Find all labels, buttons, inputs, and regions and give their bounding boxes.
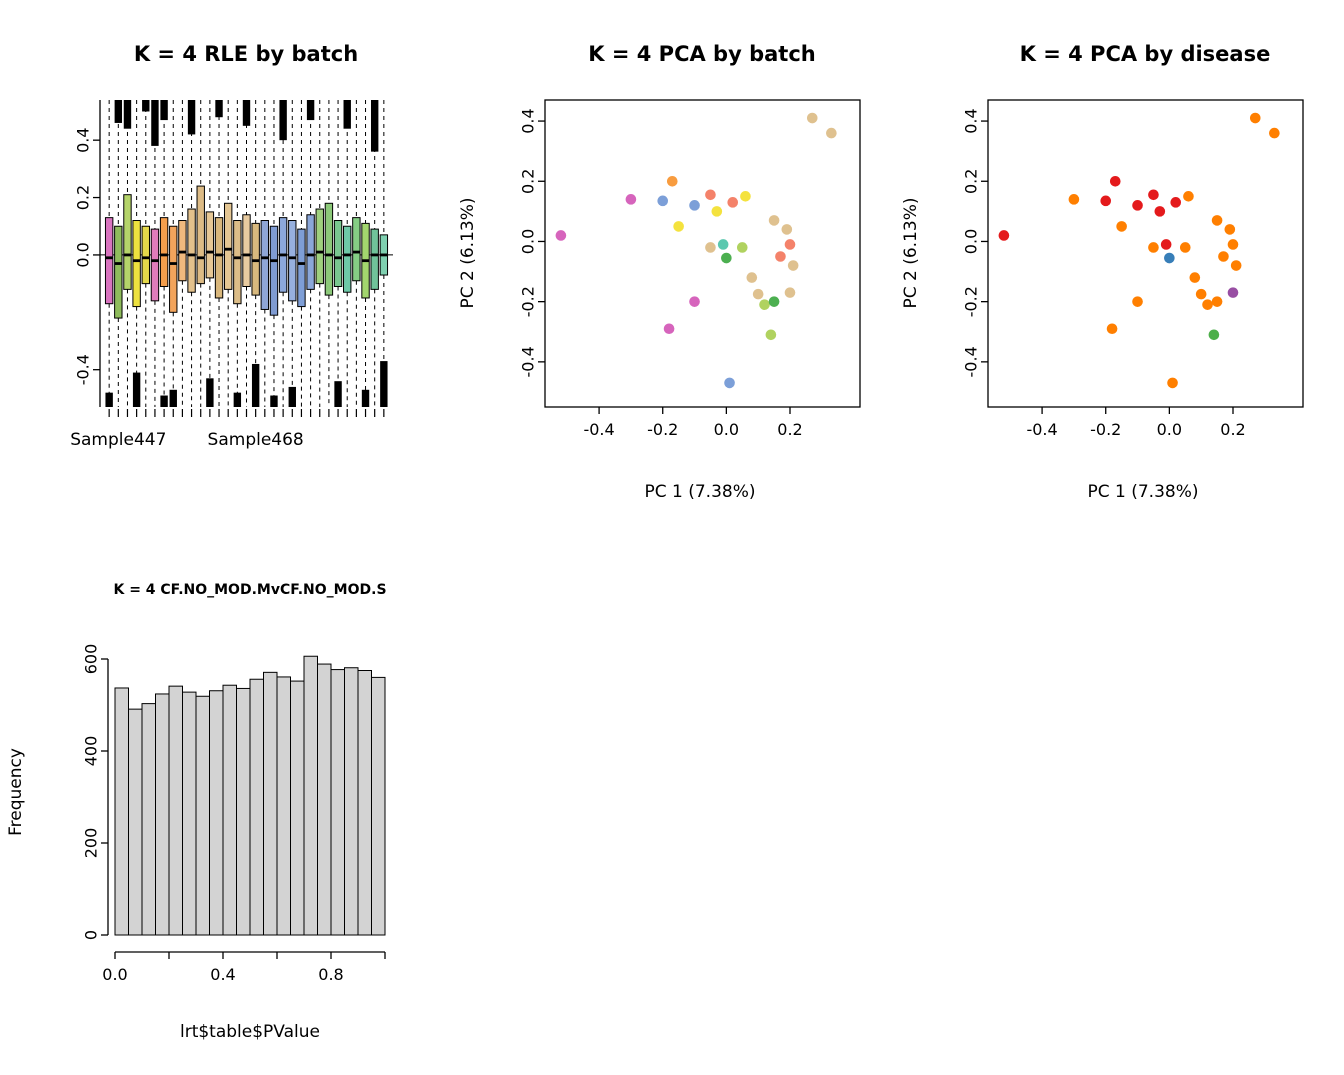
svg-text:0.4: 0.4: [519, 108, 538, 133]
svg-text:-0.4: -0.4: [962, 346, 981, 377]
svg-text:0.4: 0.4: [962, 108, 981, 133]
svg-text:0.2: 0.2: [74, 185, 93, 210]
histogram-y-axis-label: Frequency: [6, 748, 26, 836]
svg-text:0.0: 0.0: [714, 420, 739, 439]
pca-disease-x-axis-label: PC 1 (7.38%): [1087, 482, 1199, 502]
panel-pca-by-disease: K = 4 PCA by disease -0.4 -0.2 0.0 0.2 0.4 0.…: [901, 10, 1333, 550]
svg-text:0.0: 0.0: [74, 242, 93, 267]
svg-text:-0.4: -0.4: [74, 354, 93, 385]
pca-batch-scatter-chart: -0.4 -0.2 0.0 0.2 0.4 0.2 0.0 -0.2 -0.4: [519, 99, 861, 439]
pvalue-histogram-chart: 0 200 400 600 0.0 0.4 0.8: [82, 644, 386, 984]
svg-text:-0.4: -0.4: [519, 346, 538, 377]
pca-disease-panel-title: K = 4 PCA by disease: [1019, 42, 1271, 66]
pca-batch-x-axis-label: PC 1 (7.38%): [644, 482, 756, 502]
svg-text:200: 200: [82, 828, 101, 859]
pca-disease-y-axis-label: PC 2 (6.13%): [901, 197, 921, 309]
svg-text:-0.2: -0.2: [519, 286, 538, 317]
panel-pvalue-histogram: K = 4 CF.NO_MOD.MvCF.NO_MOD.S 0 200 400 600…: [0, 560, 460, 1075]
svg-text:-0.2: -0.2: [647, 420, 678, 439]
svg-text:0.2: 0.2: [1220, 420, 1245, 439]
rle-boxplot-chart: 0.4 0.2 0.0 -0.4 Sample447 Sample468: [70, 100, 393, 450]
histogram-panel-title: K = 4 CF.NO_MOD.MvCF.NO_MOD.S: [113, 582, 387, 598]
svg-text:-0.4: -0.4: [583, 420, 614, 439]
svg-text:600: 600: [82, 644, 101, 675]
pca-disease-scatter-chart: -0.4 -0.2 0.0 0.2 0.4 0.2 0.0 -0.2 -0.4: [962, 99, 1304, 439]
pca-batch-panel-title: K = 4 PCA by batch: [588, 42, 816, 66]
pca-batch-y-axis-label: PC 2 (6.13%): [458, 197, 478, 309]
rle-panel-title: K = 4 RLE by batch: [133, 42, 359, 66]
svg-text:-0.2: -0.2: [1090, 420, 1121, 439]
svg-text:0.2: 0.2: [777, 420, 802, 439]
svg-text:0.4: 0.4: [74, 127, 93, 152]
panel-rle-by-batch: K = 4 RLE by batch 0.4 0.2 0.0 -0.4 Sample44…: [20, 10, 450, 550]
svg-text:-0.2: -0.2: [962, 286, 981, 317]
histogram-x-axis-label: lrt$table$PValue: [179, 1022, 320, 1042]
svg-text:-0.4: -0.4: [1026, 420, 1057, 439]
svg-text:0.0: 0.0: [519, 229, 538, 254]
panel-pca-by-batch: K = 4 PCA by batch -0.4 -0.2 0.0 0.2 0.4 0.2 0…: [458, 10, 890, 550]
svg-text:0.4: 0.4: [210, 965, 235, 984]
svg-text:0.0: 0.0: [962, 229, 981, 254]
svg-text:0.8: 0.8: [318, 965, 343, 984]
svg-text:400: 400: [82, 736, 101, 767]
svg-text:0.2: 0.2: [962, 169, 981, 194]
svg-text:0.0: 0.0: [102, 965, 127, 984]
svg-text:0.0: 0.0: [1157, 420, 1182, 439]
svg-text:0.2: 0.2: [519, 169, 538, 194]
svg-text:Sample468: Sample468: [208, 430, 304, 450]
svg-text:Sample447: Sample447: [70, 430, 166, 450]
svg-text:0: 0: [82, 930, 101, 940]
